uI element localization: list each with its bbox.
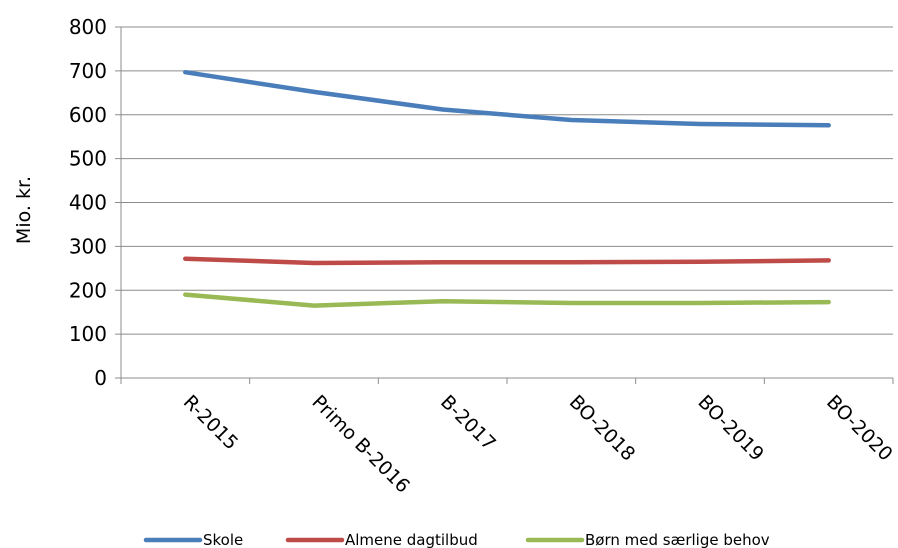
x-tick-label: R-2015	[179, 391, 242, 454]
y-tick-label: 100	[69, 322, 107, 346]
y-tick-label: 300	[69, 234, 107, 258]
x-tick-label: Primo B-2016	[307, 391, 414, 498]
y-tick-label: 0	[94, 366, 107, 390]
y-tick-label: 200	[69, 278, 107, 302]
legend: Skole Almene dagtilbud Børn med særlige be…	[143, 531, 770, 548]
series-lines	[183, 69, 831, 308]
y-tick-label: 600	[69, 103, 107, 127]
y-tick-label: 700	[69, 59, 107, 83]
x-tick-label: B-2017	[436, 391, 500, 455]
x-tick-label: BO-2018	[565, 391, 640, 466]
y-tick-label: 500	[69, 147, 107, 171]
y-tick-label: 800	[69, 15, 107, 39]
series-line-2	[183, 292, 831, 308]
x-tick-label: BO-2019	[693, 391, 768, 466]
y-axis-label: Mio. kr.	[13, 176, 35, 244]
legend-label: Skole	[203, 531, 243, 548]
series-line-0	[183, 69, 831, 128]
y-tick-label: 400	[69, 191, 107, 215]
legend-label: Almene dagtilbud	[345, 531, 478, 548]
gridlines	[121, 26, 893, 335]
series-line-1	[183, 256, 831, 266]
x-tick-label: BO-2020	[822, 391, 897, 466]
legend-label: Børn med særlige behov	[585, 531, 770, 548]
axes	[115, 26, 894, 384]
y-axis-tick-labels: 0 100 200 300 400 500 600 700 800	[69, 15, 107, 390]
x-axis-tick-labels: R-2015 Primo B-2016 B-2017 BO-2018 BO-2019 BO…	[179, 391, 897, 498]
